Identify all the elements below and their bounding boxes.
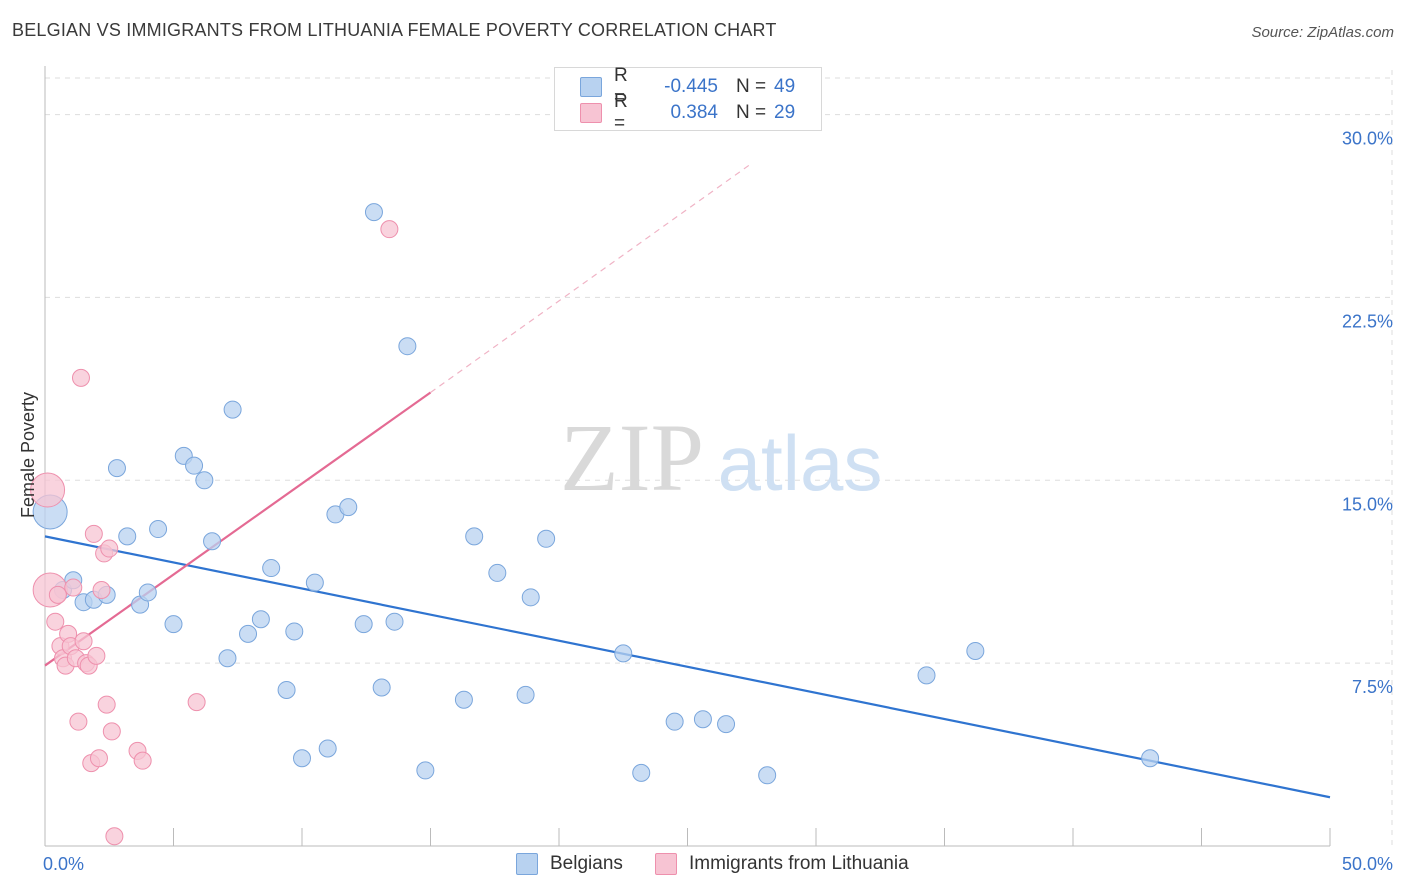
- point-lithuania: [187, 693, 206, 712]
- point-belgians: [239, 624, 258, 643]
- point-belgians: [614, 644, 633, 663]
- point-belgians: [262, 559, 281, 578]
- series-legend: Belgians Immigrants from Lithuania: [0, 852, 1406, 878]
- point-belgians: [364, 203, 383, 222]
- point-belgians: [758, 766, 777, 785]
- n-label: N =: [736, 102, 767, 123]
- point-belgians: [465, 527, 484, 546]
- point-lithuania: [92, 581, 111, 599]
- point-belgians: [218, 649, 237, 668]
- x-tick-label: 0.0%: [43, 854, 84, 874]
- point-belgians: [223, 400, 242, 419]
- point-belgians: [665, 712, 684, 731]
- point-belgians: [454, 690, 473, 709]
- point-lithuania: [48, 585, 67, 604]
- stats-legend: R = -0.445 N = 49 R = 0.384 N = 29: [554, 65, 822, 134]
- point-lithuania: [74, 632, 93, 651]
- trend-line-lithuania-extension: [430, 162, 753, 394]
- point-belgians: [372, 678, 391, 697]
- y-tick-label: 30.0%: [1342, 129, 1393, 149]
- watermark: ZIP atlas: [560, 404, 882, 511]
- point-belgians: [285, 622, 304, 641]
- point-belgians: [398, 337, 417, 356]
- r-value: -0.445: [664, 76, 718, 97]
- point-belgians: [339, 498, 358, 517]
- point-belgians: [293, 749, 311, 768]
- point-belgians: [632, 763, 651, 782]
- point-belgians: [305, 573, 324, 592]
- point-lithuania: [84, 524, 103, 543]
- point-belgians: [195, 471, 214, 490]
- belgians-swatch: [516, 853, 538, 875]
- point-belgians: [1141, 749, 1160, 768]
- point-belgians: [966, 641, 985, 660]
- legend-label-belgians: Belgians: [550, 853, 623, 874]
- trend-lines: [44, 162, 1331, 799]
- source-label: Source: ZipAtlas.com: [1251, 24, 1394, 41]
- lithuania-swatch: [580, 103, 602, 123]
- point-lithuania: [30, 472, 66, 508]
- stats-row-lithuania: R = 0.384 N = 29: [580, 91, 796, 134]
- y-tick-label: 7.5%: [1352, 677, 1393, 697]
- point-belgians: [385, 612, 404, 631]
- y-tick-label: 22.5%: [1342, 311, 1393, 331]
- y-tick-label: 15.0%: [1342, 494, 1393, 514]
- axis-labels: 7.5% 15.0% 22.5% 30.0% 0.0% 50.0% Female Pover…: [18, 129, 1393, 874]
- n-label: N =: [736, 76, 767, 97]
- point-belgians: [185, 456, 204, 475]
- point-belgians: [118, 527, 137, 546]
- point-belgians: [717, 715, 736, 734]
- point-lithuania: [97, 695, 116, 714]
- point-belgians: [416, 761, 435, 780]
- y-axis-label: Female Poverty: [18, 392, 38, 518]
- watermark-zip: ZIP: [560, 404, 704, 511]
- point-lithuania: [87, 646, 106, 665]
- point-belgians: [354, 615, 373, 634]
- r-label: R =: [614, 65, 628, 108]
- point-belgians: [107, 459, 126, 478]
- point-lithuania: [380, 220, 399, 239]
- point-lithuania: [89, 749, 108, 768]
- point-belgians: [516, 685, 535, 704]
- point-lithuania: [105, 827, 124, 846]
- trend-line-lithuania: [44, 391, 432, 667]
- point-belgians: [203, 532, 222, 551]
- point-belgians: [693, 710, 712, 729]
- point-belgians: [164, 615, 183, 634]
- lithuania-swatch: [655, 853, 677, 875]
- point-belgians: [251, 610, 270, 629]
- point-lithuania: [69, 712, 88, 731]
- r-label: R =: [614, 91, 628, 134]
- chart-title: BELGIAN VS IMMIGRANTS FROM LITHUANIA FEM…: [12, 20, 777, 40]
- point-lithuania: [102, 722, 121, 741]
- point-lithuania: [71, 368, 90, 387]
- watermark-atlas: atlas: [718, 419, 883, 507]
- point-lithuania: [64, 578, 83, 597]
- stats-row-belgians: R = -0.445 N = 49: [580, 65, 796, 108]
- point-belgians: [318, 739, 337, 758]
- point-lithuania: [100, 539, 119, 558]
- point-belgians: [138, 583, 157, 602]
- legend-item-lithuania[interactable]: Immigrants from Lithuania: [655, 852, 909, 876]
- point-belgians: [149, 520, 168, 539]
- trend-line-belgians: [44, 535, 1331, 799]
- point-belgians: [917, 666, 936, 685]
- axes: [44, 66, 1331, 847]
- r-value: 0.384: [670, 102, 718, 123]
- belgians-swatch: [580, 77, 602, 97]
- point-lithuania: [46, 612, 65, 631]
- point-lithuania: [133, 751, 152, 770]
- n-value: 29: [774, 102, 796, 123]
- legend-label-lithuania: Immigrants from Lithuania: [689, 853, 909, 874]
- x-tick-label: 50.0%: [1342, 854, 1393, 874]
- n-value: 49: [774, 76, 796, 97]
- legend-item-belgians[interactable]: Belgians: [516, 852, 623, 876]
- point-belgians: [488, 563, 507, 582]
- point-belgians: [537, 529, 556, 548]
- point-belgians: [521, 588, 540, 607]
- data-points: [30, 203, 1160, 846]
- point-belgians: [277, 680, 296, 699]
